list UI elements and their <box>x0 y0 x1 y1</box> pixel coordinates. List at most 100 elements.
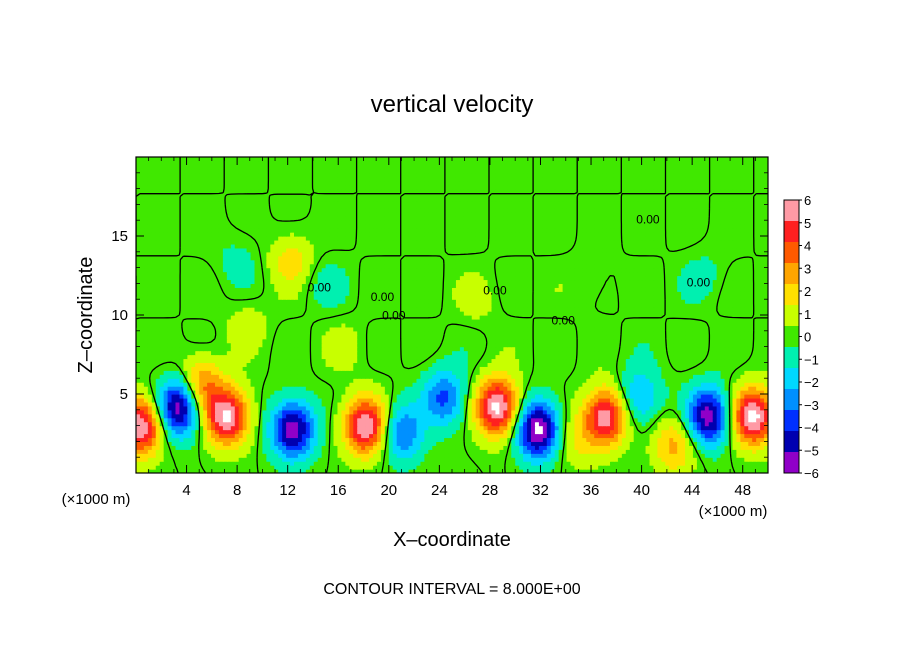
field-cell <box>752 378 757 383</box>
field-cell <box>384 350 390 356</box>
field-cell <box>511 382 516 387</box>
field-cell <box>155 378 161 383</box>
field-cell <box>602 386 607 391</box>
field-cell <box>365 429 370 435</box>
field-cell <box>195 350 200 356</box>
field-cell <box>613 397 619 403</box>
field-cell <box>740 401 745 407</box>
field-cell <box>744 382 749 387</box>
field-cell <box>329 370 335 375</box>
field-cell <box>420 382 425 387</box>
field-cell <box>546 362 552 367</box>
field-cell <box>230 362 236 367</box>
field-cell <box>459 417 465 423</box>
field-cell <box>294 457 299 462</box>
field-cell <box>191 465 196 470</box>
field-cell <box>665 374 670 379</box>
field-cell <box>452 457 457 462</box>
field-cell <box>566 378 572 383</box>
field-cell <box>139 429 145 435</box>
field-cell <box>392 417 398 423</box>
field-cell <box>606 469 611 473</box>
field-cell <box>404 441 410 446</box>
field-cell <box>574 437 579 442</box>
field-cell <box>673 358 678 363</box>
field-cell <box>337 421 342 427</box>
field-cell <box>720 465 726 470</box>
field-cell <box>444 441 449 446</box>
field-cell <box>361 394 366 399</box>
field-cell <box>471 421 477 427</box>
field-cell <box>621 394 627 399</box>
field-cell <box>290 350 295 356</box>
field-cell <box>566 425 572 431</box>
field-cell <box>262 390 267 395</box>
field-cell <box>602 453 607 458</box>
field-cell <box>590 382 595 387</box>
field-cell <box>361 437 366 442</box>
field-cell <box>692 461 698 466</box>
field-cell <box>388 469 394 473</box>
field-cell <box>621 350 627 356</box>
field-cell <box>527 469 532 473</box>
field-cell <box>677 433 682 439</box>
field-cell <box>475 374 481 379</box>
field-cell <box>262 425 267 431</box>
field-cell <box>333 382 339 387</box>
field-cell <box>353 401 358 407</box>
field-cell <box>369 358 374 363</box>
field-cell <box>728 441 734 446</box>
field-cell <box>175 382 181 387</box>
field-cell <box>424 350 429 356</box>
field-cell <box>203 386 208 391</box>
field-cell <box>621 413 627 419</box>
field-cell <box>613 437 619 442</box>
field-cell <box>211 346 216 352</box>
field-cell <box>159 409 165 415</box>
field-cell <box>669 469 674 473</box>
field-cell <box>325 425 331 431</box>
field-cell <box>428 433 433 439</box>
field-cell <box>629 417 635 423</box>
field-cell <box>203 346 208 352</box>
field-cell <box>325 449 331 454</box>
field-cell <box>333 417 339 423</box>
field-cell <box>637 437 643 442</box>
field-cell <box>207 453 212 458</box>
field-cell <box>602 382 607 387</box>
field-cell <box>444 390 449 395</box>
field-cell <box>317 394 323 399</box>
field-cell <box>183 453 188 458</box>
field-cell <box>649 421 655 427</box>
field-cell <box>254 374 260 379</box>
field-cell <box>380 421 386 427</box>
field-cell <box>452 441 457 446</box>
field-cell <box>136 457 141 462</box>
field-cell <box>594 429 599 435</box>
field-cell <box>471 445 477 450</box>
field-cell <box>163 441 169 446</box>
field-cell <box>155 394 161 399</box>
field-cell <box>740 433 745 439</box>
field-cell <box>633 409 639 415</box>
field-cell <box>238 441 244 446</box>
field-cell <box>459 390 465 395</box>
field-cell <box>610 354 615 360</box>
field-cell <box>542 362 548 367</box>
field-cell <box>215 366 220 371</box>
field-cell <box>428 382 433 387</box>
field-cell <box>507 370 512 375</box>
field-cell <box>376 469 382 473</box>
field-cell <box>606 449 611 454</box>
field-cell <box>590 465 595 470</box>
field-cell <box>610 382 615 387</box>
field-cell <box>195 429 200 435</box>
field-cell <box>523 409 528 415</box>
field-cell <box>420 465 425 470</box>
field-cell <box>432 401 437 407</box>
field-cell <box>744 433 749 439</box>
field-cell <box>689 374 694 379</box>
field-cell <box>388 449 394 454</box>
field-cell <box>384 394 390 399</box>
field-cell <box>452 394 457 399</box>
